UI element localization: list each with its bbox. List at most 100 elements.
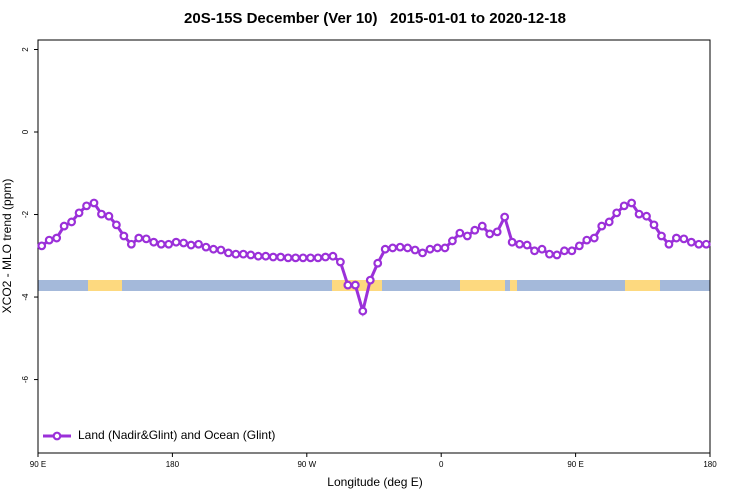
legend-entry: Land (Nadir&Glint) and Ocean (Glint) — [43, 428, 275, 442]
data-point — [373, 258, 383, 268]
data-point — [350, 280, 360, 290]
data-point — [380, 244, 390, 254]
legend-label: Land (Nadir&Glint) and Ocean (Glint) — [78, 428, 275, 442]
data-point — [582, 235, 592, 245]
data-point — [171, 237, 181, 247]
data-point — [283, 253, 293, 263]
data-point — [97, 209, 106, 219]
data-point — [104, 211, 114, 221]
data-point — [179, 238, 189, 248]
data-point — [74, 208, 84, 218]
data-point — [634, 209, 644, 219]
data-point — [619, 201, 629, 211]
data-point — [672, 233, 681, 243]
x-tick-label: 90 E — [567, 460, 583, 469]
data-point — [522, 240, 532, 250]
data-point — [321, 252, 330, 262]
x-tick-label: 180 — [703, 460, 717, 469]
data-point — [395, 242, 405, 252]
data-point — [313, 253, 323, 263]
data-point — [589, 233, 599, 243]
x-axis-label: Longitude (deg E) — [327, 475, 422, 489]
data-point — [336, 257, 345, 267]
data-point — [186, 240, 196, 250]
data-point — [134, 233, 144, 243]
x-tick-label: 90 E — [30, 460, 46, 469]
data-point — [194, 239, 203, 249]
data-point — [425, 244, 435, 254]
data-point — [552, 250, 562, 260]
data-point — [306, 253, 315, 263]
data-point — [126, 239, 136, 249]
data-point — [358, 306, 368, 316]
plot-frame — [37, 39, 711, 454]
data-point — [642, 211, 651, 221]
data-point — [37, 241, 47, 251]
data-point — [298, 253, 308, 263]
y-tick-label: 0 — [21, 129, 30, 134]
data-point — [276, 252, 286, 262]
y-axis-label: XCO2 - MLO trend (ppm) — [0, 179, 14, 314]
land-band — [460, 280, 505, 291]
data-point — [657, 231, 666, 241]
data-point — [141, 234, 151, 244]
data-point — [164, 239, 174, 249]
land-band — [88, 280, 122, 291]
data-point — [216, 245, 226, 255]
data-point — [470, 225, 480, 235]
y-tick-label: -2 — [21, 210, 30, 218]
data-point — [365, 275, 375, 285]
data-point — [291, 253, 301, 263]
data-point — [530, 246, 539, 256]
data-point — [574, 241, 584, 251]
data-point — [537, 244, 547, 254]
data-point — [328, 251, 338, 261]
data-point — [455, 228, 465, 238]
data-point — [627, 198, 636, 208]
data-point — [507, 237, 517, 247]
x-tick-label: 0 — [439, 460, 444, 469]
data-point — [515, 239, 524, 249]
data-point — [156, 239, 166, 249]
data-point — [649, 220, 659, 230]
chart-title: 20S-15S December (Ver 10) 2015-01-01 to … — [184, 10, 566, 27]
legend-marker — [52, 431, 62, 441]
y-tick-label: -4 — [21, 293, 30, 301]
data-point — [440, 243, 450, 253]
data-point — [201, 242, 211, 252]
data-point — [238, 249, 248, 259]
data-point — [545, 249, 554, 259]
data-point — [418, 248, 427, 258]
data-point — [119, 231, 129, 241]
data-point — [500, 212, 510, 222]
data-point — [261, 251, 271, 261]
data-point — [343, 280, 353, 290]
x-tick-label: 180 — [166, 460, 180, 469]
data-point — [485, 229, 495, 239]
data-point — [59, 221, 69, 231]
data-point — [462, 231, 472, 241]
data-point — [89, 198, 99, 208]
data-point — [82, 201, 91, 211]
data-point — [403, 243, 413, 253]
data-point — [253, 251, 263, 261]
y-tick-label: 2 — [21, 47, 30, 52]
y-tick-label: -6 — [21, 375, 30, 383]
data-point — [686, 237, 696, 247]
x-tick-label: 90 W — [297, 460, 316, 469]
data-point — [223, 248, 233, 258]
data-point — [268, 252, 278, 262]
data-point — [567, 246, 577, 256]
data-point — [604, 217, 614, 227]
land-band — [510, 280, 517, 291]
data-point — [433, 243, 442, 253]
data-point — [410, 245, 420, 255]
data-point — [448, 236, 457, 246]
data-point — [209, 244, 218, 254]
data-point — [149, 237, 159, 247]
data-point — [52, 233, 62, 243]
data-point — [44, 235, 54, 245]
data-point — [597, 221, 607, 231]
data-point — [560, 246, 569, 256]
